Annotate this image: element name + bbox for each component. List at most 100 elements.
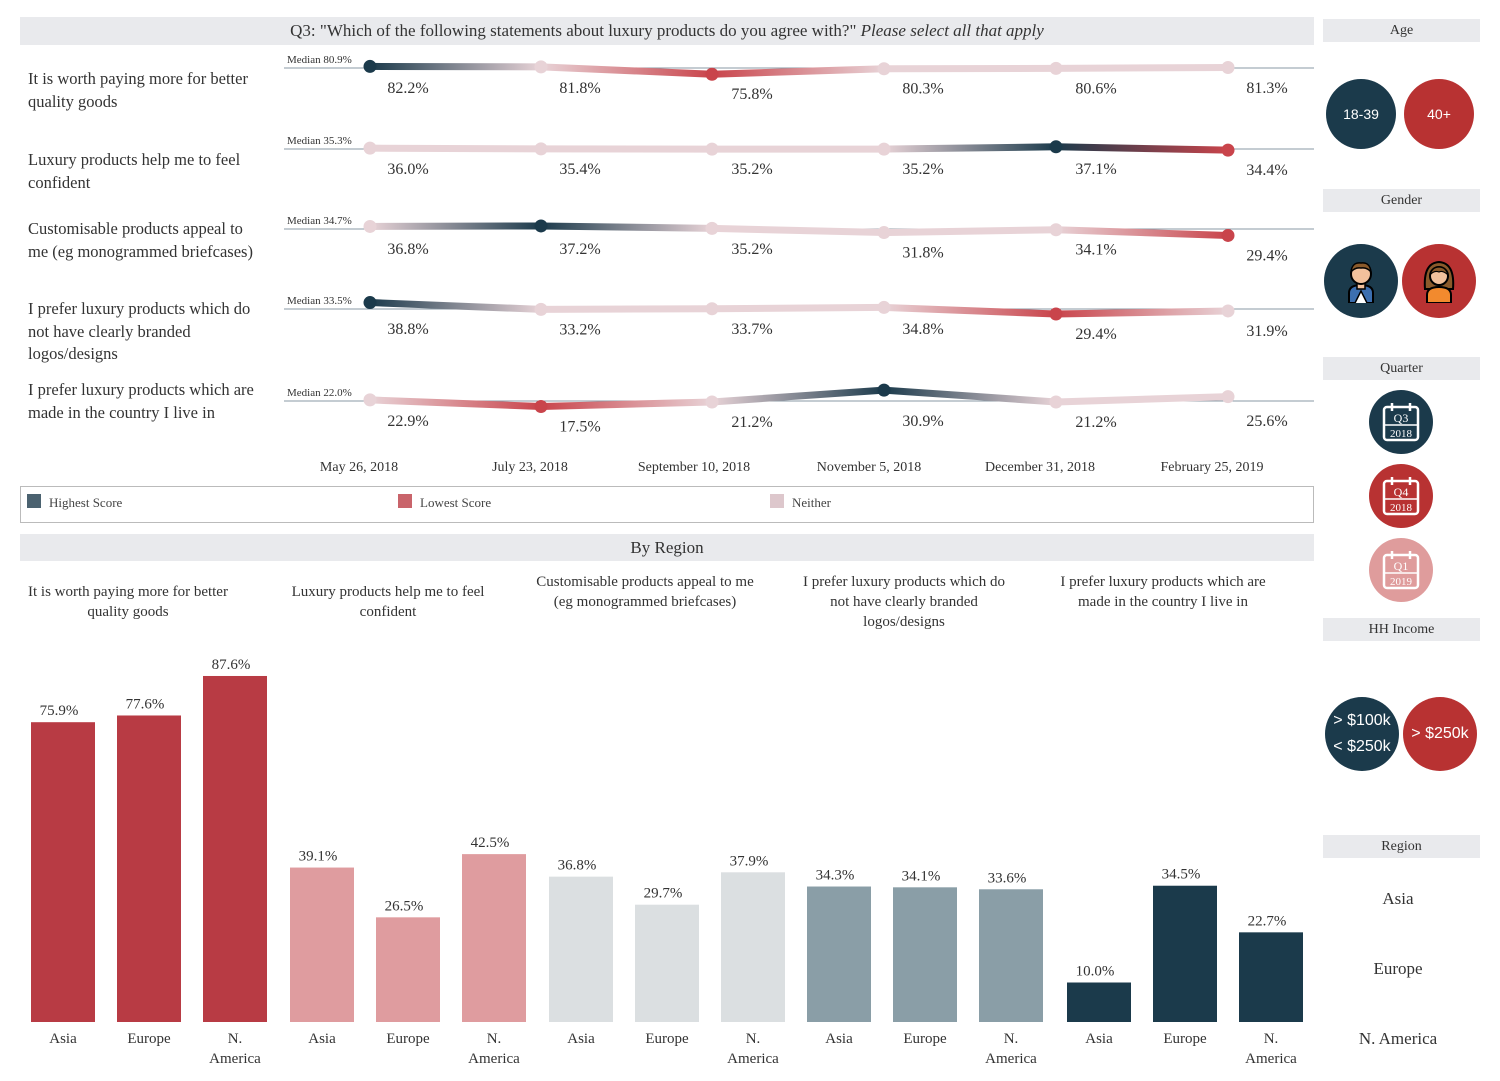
gender-female-button[interactable]	[1402, 244, 1476, 318]
region-option-n-america[interactable]: N. America	[1358, 1029, 1438, 1048]
female-icon	[1423, 260, 1455, 303]
median-label: Median 22.0%	[287, 387, 352, 399]
data-label: 75.8%	[731, 86, 772, 103]
income-100k-250k-button[interactable]: > $100k < $250k	[1325, 697, 1399, 771]
quarter-label: Q4	[1394, 485, 1409, 499]
data-label: 81.8%	[559, 80, 600, 97]
category-label: Asia	[825, 1031, 853, 1047]
data-point	[534, 302, 548, 316]
data-point	[877, 383, 891, 397]
quarter-q3-2018-button[interactable]: Q3 2018	[1369, 390, 1433, 454]
bar-value-label: 36.8%	[558, 858, 597, 874]
data-point	[705, 395, 719, 409]
bar	[31, 722, 95, 1022]
median-label: Median 80.9%	[287, 54, 352, 66]
legend-item-highest[interactable]: Highest Score	[27, 487, 122, 522]
region-section-title: By Region	[20, 534, 1314, 561]
category-label: Europe	[386, 1031, 430, 1047]
income-range-label: > $100k < $250k	[1333, 708, 1390, 760]
data-point	[534, 142, 548, 156]
bar-value-label: 34.1%	[902, 868, 941, 884]
region-bar-chart: 75.9% Asia 77.6% Europe 87.6% N. America 39.1% A…	[31, 657, 1303, 1067]
income-250k-plus-button[interactable]: > $250k	[1403, 697, 1477, 771]
bar	[807, 886, 871, 1022]
legend-item-neither[interactable]: Neither	[770, 487, 831, 522]
data-point	[1221, 304, 1235, 318]
quarter-year: 2018	[1390, 428, 1413, 440]
bar-value-label: 29.7%	[644, 886, 683, 902]
bar	[462, 854, 526, 1022]
region-option-asia[interactable]: Asia	[1382, 889, 1414, 908]
category-label: N.	[1004, 1031, 1019, 1047]
data-point	[705, 221, 719, 235]
series-line-segment	[880, 386, 1060, 406]
data-label: 29.4%	[1246, 247, 1287, 264]
series-line-segment	[708, 224, 888, 237]
bar-value-label: 39.1%	[299, 849, 338, 865]
bar-value-label: 37.9%	[730, 853, 769, 869]
income-filter-title: HH Income	[1323, 618, 1480, 641]
data-point	[1049, 395, 1063, 409]
data-point	[705, 142, 719, 156]
data-point	[534, 399, 548, 413]
data-label: 31.9%	[1246, 323, 1287, 340]
age-18-39-button[interactable]: 18-39	[1326, 79, 1396, 149]
region-chart-heading: Luxury products help me to feel confiden…	[291, 584, 485, 620]
data-point	[534, 60, 548, 74]
calendar-icon: Q4 2018	[1382, 477, 1420, 516]
bar-value-label: 87.6%	[212, 657, 251, 673]
bar	[1067, 982, 1131, 1022]
bar-value-label: 75.9%	[40, 703, 79, 719]
data-label: 22.9%	[387, 413, 428, 430]
series-line-segment	[1052, 393, 1232, 406]
category-label: Europe	[903, 1031, 947, 1047]
bar	[549, 876, 613, 1022]
income-range-line2: < $250k	[1333, 738, 1391, 755]
gender-filter-title: Gender	[1323, 189, 1480, 212]
quarter-year: 2018	[1390, 502, 1413, 514]
x-axis-tick-label: November 5, 2018	[817, 460, 922, 475]
legend: Highest Score Lowest Score Neither	[20, 486, 1314, 523]
line-chart: Median 80.9% 82.2% 81.8% 75.8% 80.3% 80.6% 81.…	[284, 54, 1314, 475]
data-label: 35.2%	[731, 241, 772, 258]
data-point	[877, 62, 891, 76]
series-line-segment	[880, 226, 1060, 237]
data-point	[1049, 223, 1063, 237]
quarter-label: Q1	[1394, 559, 1409, 573]
data-point	[877, 226, 891, 240]
bar	[1153, 885, 1217, 1022]
data-point	[1049, 307, 1063, 321]
quarter-year: 2019	[1390, 576, 1413, 588]
data-label: 34.8%	[902, 321, 943, 338]
category-label: America	[1245, 1051, 1297, 1067]
data-label: 34.1%	[1075, 242, 1116, 259]
quarter-q4-2018-button[interactable]: Q4 2018	[1369, 464, 1433, 528]
data-point	[363, 219, 377, 233]
quarter-q1-2019-button[interactable]: Q1 2019	[1369, 538, 1433, 602]
x-axis-tick-label: May 26, 2018	[320, 460, 398, 475]
region-option-europe[interactable]: Europe	[1373, 959, 1423, 978]
category-label: Asia	[1085, 1031, 1113, 1047]
data-point	[705, 302, 719, 316]
series-line-segment	[1052, 226, 1232, 239]
category-label: Europe	[1163, 1031, 1207, 1047]
age-40-plus-button[interactable]: 40+	[1404, 79, 1474, 149]
bar-value-label: 34.3%	[816, 868, 855, 884]
data-label: 35.2%	[902, 161, 943, 178]
median-label: Median 34.7%	[287, 215, 352, 227]
income-range-label: > $250k	[1411, 725, 1469, 742]
series-line-segment	[537, 63, 716, 78]
series-line-segment	[880, 303, 1060, 318]
series-line-segment	[537, 305, 716, 313]
title-main: Q3: "Which of the following statements a…	[290, 21, 857, 40]
legend-item-lowest[interactable]: Lowest Score	[398, 487, 491, 522]
bar-value-label: 26.5%	[385, 898, 424, 914]
category-label: Europe	[127, 1031, 171, 1047]
legend-label-lowest: Lowest Score	[420, 495, 492, 510]
data-label: 21.2%	[1075, 414, 1116, 431]
gender-male-button[interactable]	[1324, 244, 1398, 318]
median-label: Median 35.3%	[287, 135, 352, 147]
data-point	[534, 219, 548, 233]
bar-value-label: 77.6%	[126, 696, 165, 712]
series-line-segment	[366, 299, 545, 313]
